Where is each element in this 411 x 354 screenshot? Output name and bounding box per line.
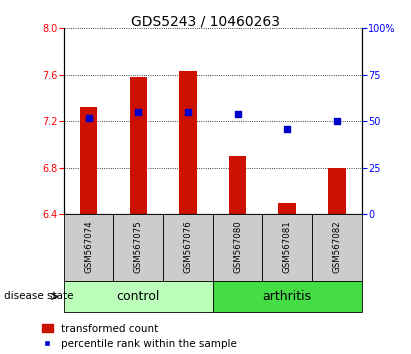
Text: GDS5243 / 10460263: GDS5243 / 10460263	[131, 14, 280, 28]
Bar	[328, 168, 346, 214]
Bar	[229, 156, 246, 214]
FancyBboxPatch shape	[163, 214, 213, 281]
Point	[135, 109, 141, 115]
FancyBboxPatch shape	[312, 214, 362, 281]
Text: GSM567075: GSM567075	[134, 220, 143, 273]
FancyBboxPatch shape	[213, 281, 362, 312]
Text: GSM567082: GSM567082	[332, 220, 342, 273]
Bar	[129, 77, 147, 214]
Text: disease state: disease state	[4, 291, 74, 302]
Point	[284, 126, 291, 131]
FancyBboxPatch shape	[213, 214, 262, 281]
Text: GSM567074: GSM567074	[84, 220, 93, 273]
Point	[85, 115, 92, 120]
Point	[334, 118, 340, 124]
Bar	[179, 71, 196, 214]
Bar	[80, 107, 97, 214]
Text: GSM567076: GSM567076	[183, 220, 192, 273]
Text: GSM567081: GSM567081	[283, 220, 292, 273]
Text: control: control	[116, 290, 160, 303]
Text: GSM567080: GSM567080	[233, 220, 242, 273]
Text: arthritis: arthritis	[263, 290, 312, 303]
FancyBboxPatch shape	[64, 214, 113, 281]
FancyBboxPatch shape	[262, 214, 312, 281]
Bar	[279, 202, 296, 214]
Legend: transformed count, percentile rank within the sample: transformed count, percentile rank withi…	[42, 324, 237, 349]
FancyBboxPatch shape	[113, 214, 163, 281]
FancyBboxPatch shape	[64, 281, 213, 312]
Point	[185, 109, 191, 115]
Point	[234, 111, 241, 116]
